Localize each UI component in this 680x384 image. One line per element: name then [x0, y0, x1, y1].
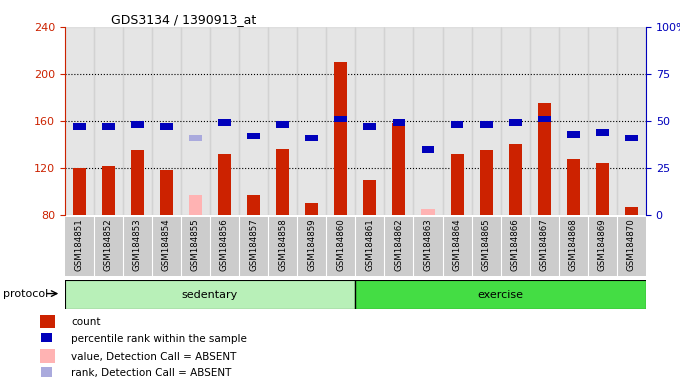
- Bar: [559, 27, 588, 215]
- Bar: [443, 27, 472, 215]
- Text: rank, Detection Call = ABSENT: rank, Detection Call = ABSENT: [71, 368, 231, 378]
- Text: GSM184854: GSM184854: [162, 219, 171, 271]
- Text: GSM184866: GSM184866: [511, 219, 520, 271]
- Bar: [239, 27, 268, 215]
- Bar: [247, 132, 260, 139]
- Bar: [73, 123, 86, 130]
- Bar: [538, 103, 551, 215]
- Text: GSM184868: GSM184868: [569, 219, 578, 271]
- Bar: [122, 27, 152, 215]
- Bar: [588, 27, 617, 215]
- Bar: [73, 168, 86, 215]
- Bar: [413, 27, 443, 215]
- Text: GSM184863: GSM184863: [424, 219, 432, 271]
- Bar: [363, 123, 376, 130]
- Text: GDS3134 / 1390913_at: GDS3134 / 1390913_at: [111, 13, 256, 26]
- Text: protocol: protocol: [3, 289, 49, 299]
- Text: GSM184859: GSM184859: [307, 219, 316, 271]
- Bar: [41, 367, 52, 377]
- Text: GSM184865: GSM184865: [481, 219, 490, 271]
- Bar: [355, 27, 384, 215]
- Bar: [276, 121, 289, 128]
- Bar: [451, 154, 464, 215]
- Text: GSM184870: GSM184870: [627, 219, 636, 271]
- Bar: [39, 349, 55, 362]
- Bar: [297, 27, 326, 215]
- Bar: [472, 27, 500, 215]
- Bar: [39, 315, 55, 328]
- Bar: [160, 170, 173, 215]
- Bar: [218, 154, 231, 215]
- Bar: [509, 144, 522, 215]
- Bar: [479, 121, 492, 128]
- Text: percentile rank within the sample: percentile rank within the sample: [71, 334, 247, 344]
- Text: GSM184867: GSM184867: [540, 219, 549, 271]
- Bar: [305, 134, 318, 141]
- Bar: [617, 27, 646, 215]
- Bar: [94, 27, 122, 215]
- Bar: [152, 27, 181, 215]
- Text: GSM184864: GSM184864: [453, 219, 462, 271]
- Bar: [530, 27, 559, 215]
- Bar: [160, 123, 173, 130]
- Text: GSM184857: GSM184857: [249, 219, 258, 271]
- Text: value, Detection Call = ABSENT: value, Detection Call = ABSENT: [71, 351, 237, 362]
- Bar: [189, 195, 202, 215]
- Bar: [479, 151, 492, 215]
- Bar: [181, 27, 210, 215]
- Text: GSM184862: GSM184862: [394, 219, 403, 271]
- Bar: [625, 207, 638, 215]
- Bar: [131, 121, 143, 128]
- Text: GSM184860: GSM184860: [337, 219, 345, 271]
- Bar: [218, 119, 231, 126]
- Bar: [335, 116, 347, 122]
- Bar: [102, 166, 115, 215]
- Bar: [596, 129, 609, 136]
- Bar: [268, 27, 297, 215]
- Text: exercise: exercise: [477, 290, 524, 300]
- Text: GSM184851: GSM184851: [75, 219, 84, 271]
- Text: GSM184856: GSM184856: [220, 219, 229, 271]
- Text: count: count: [71, 317, 101, 327]
- Bar: [41, 333, 52, 343]
- Bar: [392, 123, 405, 215]
- Bar: [596, 163, 609, 215]
- Bar: [422, 146, 435, 152]
- Bar: [65, 27, 94, 215]
- Bar: [131, 151, 143, 215]
- Bar: [384, 27, 413, 215]
- Bar: [326, 27, 355, 215]
- Bar: [247, 195, 260, 215]
- Bar: [210, 27, 239, 215]
- Bar: [276, 149, 289, 215]
- Bar: [102, 123, 115, 130]
- Bar: [509, 119, 522, 126]
- Text: GSM184858: GSM184858: [278, 219, 287, 271]
- Text: GSM184869: GSM184869: [598, 219, 607, 271]
- Bar: [567, 131, 580, 137]
- Text: GSM184852: GSM184852: [104, 219, 113, 271]
- Bar: [392, 119, 405, 126]
- Bar: [500, 27, 530, 215]
- Bar: [335, 62, 347, 215]
- Bar: [625, 134, 638, 141]
- Bar: [189, 134, 202, 141]
- Bar: [355, 280, 646, 309]
- Bar: [363, 180, 376, 215]
- Text: GSM184853: GSM184853: [133, 219, 141, 271]
- Bar: [567, 159, 580, 215]
- Text: sedentary: sedentary: [182, 290, 238, 300]
- Bar: [451, 121, 464, 128]
- Bar: [65, 280, 355, 309]
- Text: GSM184855: GSM184855: [191, 219, 200, 271]
- Text: GSM184861: GSM184861: [365, 219, 374, 271]
- Bar: [422, 209, 435, 215]
- Bar: [538, 116, 551, 122]
- Bar: [305, 203, 318, 215]
